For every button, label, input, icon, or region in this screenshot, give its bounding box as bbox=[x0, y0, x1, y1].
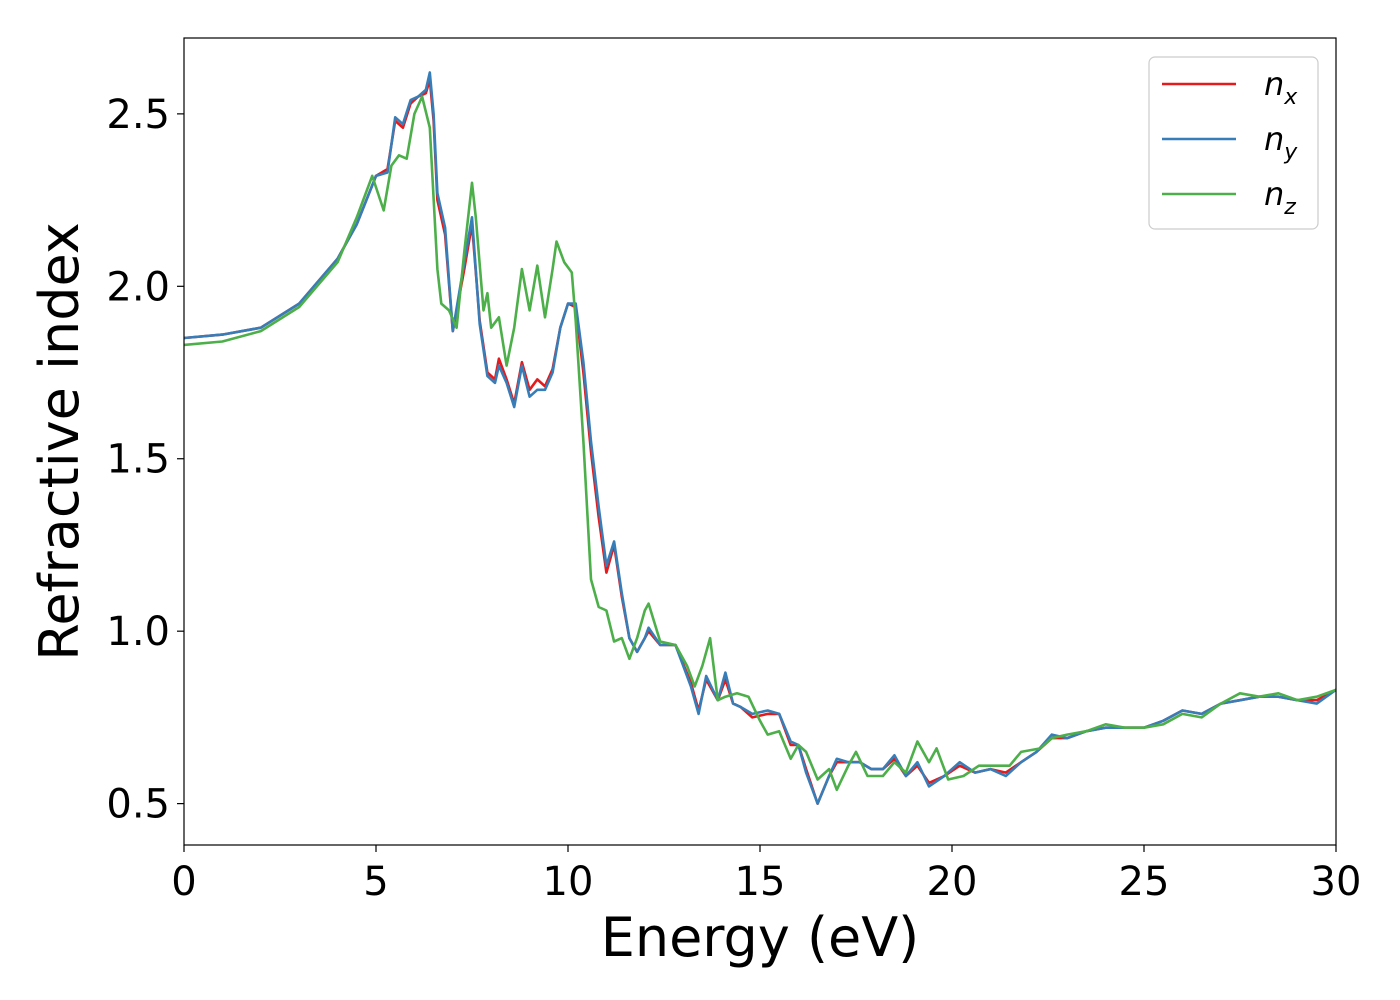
y-tick-label: 2.0 bbox=[106, 264, 170, 310]
y-axis-label: Refractive index bbox=[28, 222, 91, 661]
legend-label-y: ny bbox=[1264, 120, 1298, 165]
x-tick-label: 0 bbox=[171, 859, 196, 905]
x-tick-label: 20 bbox=[927, 859, 978, 905]
x-axis-label: Energy (eV) bbox=[601, 906, 920, 969]
legend-label-x: nx bbox=[1264, 65, 1298, 110]
series-line-y bbox=[184, 71, 1336, 805]
legend-label-z: nz bbox=[1264, 175, 1296, 220]
x-tick-label: 15 bbox=[735, 859, 786, 905]
y-tick-label: 1.0 bbox=[106, 609, 170, 655]
series-line-z bbox=[184, 95, 1336, 792]
x-tick-label: 30 bbox=[1311, 859, 1362, 905]
ticks-layer: 0 5 10 15 20 25 30 0.5 1.0 1.5 2.0 2.5 bbox=[106, 92, 1361, 905]
series-layer bbox=[184, 71, 1336, 805]
legend: nx ny nz bbox=[1148, 56, 1319, 230]
y-tick-label: 0.5 bbox=[106, 782, 170, 828]
x-tick-label: 10 bbox=[543, 859, 594, 905]
y-tick-label: 1.5 bbox=[106, 437, 170, 483]
y-tick-label: 2.5 bbox=[106, 92, 170, 138]
x-tick-label: 25 bbox=[1119, 859, 1170, 905]
legend-box bbox=[1148, 56, 1319, 230]
x-tick-label: 5 bbox=[363, 859, 388, 905]
